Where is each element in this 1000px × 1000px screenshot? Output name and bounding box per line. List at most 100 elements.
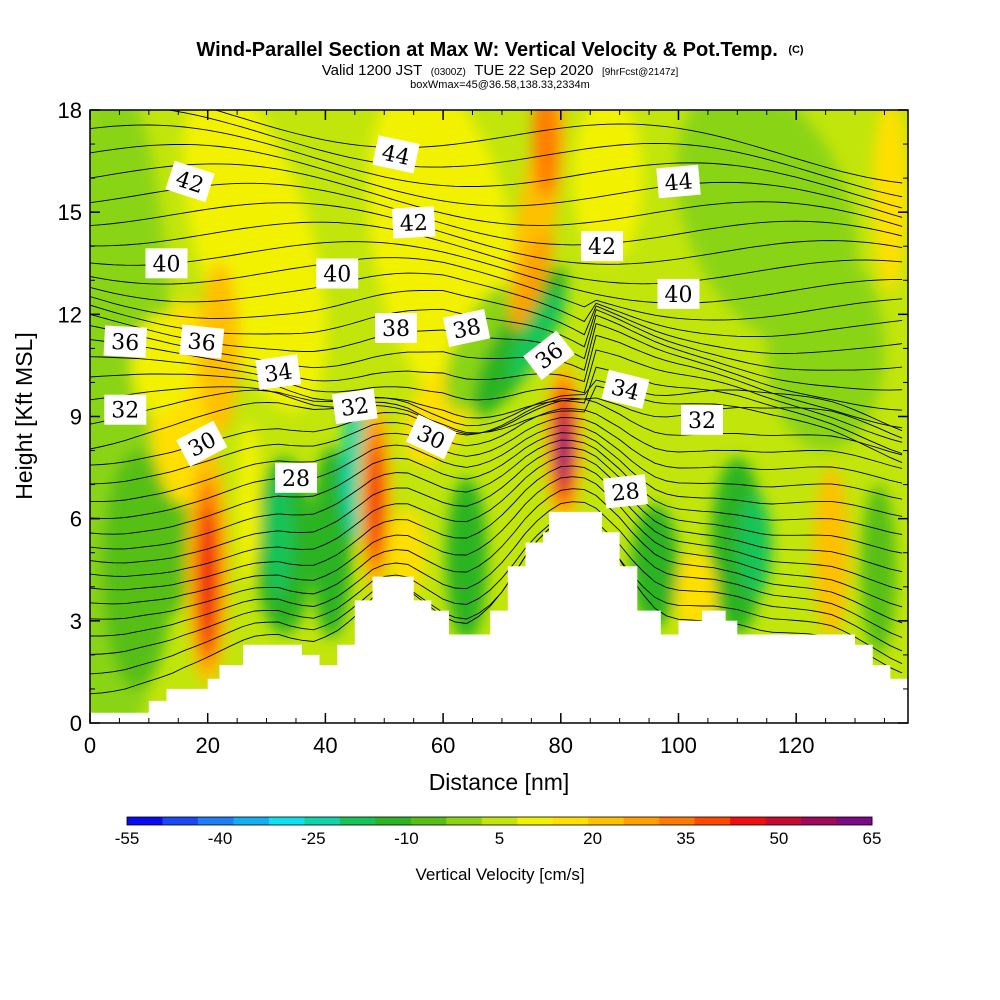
colorbar-swatch — [446, 817, 483, 825]
colorbar-tick-label: 65 — [863, 829, 882, 848]
y-tick-label: 6 — [70, 507, 82, 532]
contour-label-box — [176, 420, 228, 467]
velocity-blob — [446, 477, 488, 642]
theta-contour-line — [90, 241, 903, 304]
contour-label-text: 40 — [153, 252, 181, 277]
contour-label-box — [103, 325, 148, 358]
theta-contour-line — [90, 143, 903, 218]
contour-label: 44 — [656, 164, 701, 199]
colorbar-swatch — [836, 817, 873, 825]
theta-contour-line — [90, 349, 903, 443]
velocity-blob — [872, 110, 908, 291]
contour-label: 36 — [103, 325, 148, 358]
chart-title: Wind-Parallel Section at Max W: Vertical… — [196, 39, 804, 61]
theta-contours — [90, 110, 903, 695]
theta-contour-line — [90, 417, 903, 503]
contour-label: 38 — [375, 313, 417, 343]
x-tick-label: 60 — [431, 733, 455, 758]
theta-contour-line — [90, 366, 903, 455]
colorbar-swatch — [730, 817, 767, 825]
contour-label-text: 28 — [610, 479, 640, 507]
y-tick-label: 0 — [70, 711, 82, 736]
valid-zulu: (0300Z) — [431, 67, 466, 78]
theta-contour-line — [90, 501, 903, 638]
velocity-blob — [533, 110, 559, 199]
theta-contour-line — [90, 397, 903, 450]
colorbar-swatch — [197, 817, 234, 825]
colorbar-tick-label: 20 — [583, 829, 602, 848]
contour-label: 44 — [372, 135, 420, 174]
theta-contour-line — [90, 257, 903, 321]
y-tick-label: 12 — [58, 302, 82, 327]
valid-time-line: Valid 1200 JST (0300Z) TUE 22 Sep 2020 [… — [322, 62, 679, 79]
theta-contour-line — [90, 476, 903, 608]
colorbar-swatch — [517, 817, 554, 825]
contour-label-box — [656, 164, 701, 199]
chart-title-mark: (C) — [788, 44, 804, 56]
forecast-info: [9hrFcst@2147z] — [602, 67, 679, 78]
velocity-blob — [766, 246, 885, 451]
theta-contour-line — [90, 447, 903, 564]
contour-label-box — [523, 330, 575, 380]
contour-label-box — [104, 394, 147, 425]
colorbar-swatch — [339, 817, 376, 825]
contour-label-box — [603, 474, 648, 509]
colorbar-swatch — [765, 817, 802, 825]
contour-label: 34 — [255, 354, 302, 390]
theta-contour-line — [90, 202, 903, 265]
x-tick-label: 100 — [660, 733, 697, 758]
contour-label-text: 40 — [323, 263, 351, 288]
theta-contour-line — [90, 408, 903, 485]
velocity-blob — [631, 505, 679, 628]
theta-contour-line — [90, 514, 903, 655]
theta-contour-line — [165, 110, 903, 198]
x-tick-label: 0 — [84, 733, 96, 758]
contour-label-box — [601, 369, 650, 409]
colorbar-tick-label: 50 — [769, 829, 788, 848]
theta-contour-line — [90, 518, 903, 695]
colorbar-swatch — [410, 817, 447, 825]
contour-label-box — [165, 160, 215, 203]
y-axis-title: Height [Kft MSL] — [11, 332, 37, 499]
contour-label-box — [316, 258, 359, 289]
theta-contour-line — [90, 124, 903, 209]
colorbar-swatch — [481, 817, 518, 825]
contour-label-box — [657, 278, 700, 309]
theta-contour-line — [90, 272, 903, 338]
colorbar-tick-label: 35 — [676, 829, 695, 848]
contour-label-box — [331, 388, 378, 425]
colorbar-tick-label: 5 — [495, 829, 504, 848]
contour-label-text: 42 — [399, 211, 428, 237]
contour-label: 38 — [442, 308, 491, 348]
colorbar-tick-label: -55 — [115, 829, 140, 848]
y-tick-label: 18 — [58, 98, 82, 123]
velocity-blob — [368, 443, 382, 560]
contour-label: 42 — [391, 206, 436, 239]
colorbar-swatch — [233, 817, 270, 825]
contour-label: 28 — [603, 474, 648, 509]
theta-contour-line — [90, 424, 903, 519]
velocity-blob — [559, 419, 569, 482]
velocity-blob — [263, 474, 293, 597]
valid-prefix: Valid 1200 JST — [322, 62, 423, 79]
colorbar-swatch — [694, 817, 731, 825]
velocity-blob — [199, 505, 216, 655]
contour-label-box — [255, 354, 302, 390]
theta-contour-line — [90, 518, 903, 675]
velocity-blob — [390, 508, 426, 597]
y-tick-label: 9 — [70, 405, 82, 430]
colorbar-swatch — [588, 817, 625, 825]
contour-label: 32 — [681, 404, 723, 435]
contour-label-text: 32 — [688, 409, 716, 434]
contour-label: 32 — [104, 394, 147, 425]
contour-label-text: 38 — [451, 314, 484, 344]
contour-label-box — [145, 248, 188, 279]
contour-label-box — [375, 313, 417, 343]
colorbar-swatch — [375, 817, 412, 825]
velocity-blob — [738, 494, 772, 597]
colorbar-tick-label: -25 — [301, 829, 326, 848]
theta-contour-line — [90, 182, 903, 246]
